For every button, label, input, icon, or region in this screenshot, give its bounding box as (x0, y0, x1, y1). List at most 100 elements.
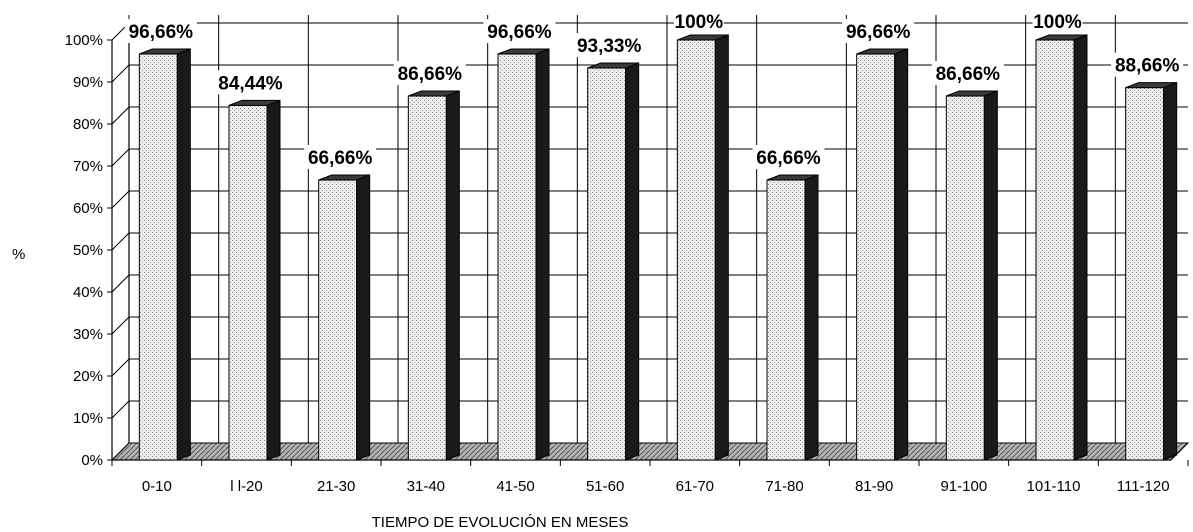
bar (318, 174, 371, 461)
y-tick-label: 100% (65, 32, 103, 49)
x-tick-label: 0-10 (142, 478, 172, 495)
bar-front (945, 95, 985, 461)
bar-top (677, 34, 729, 41)
data-label-background (752, 145, 825, 170)
data-label: 100% (1033, 12, 1082, 33)
y-tick-label: 50% (73, 242, 103, 259)
y-tick-label: 10% (73, 410, 103, 427)
x-tick-label: 61-70 (676, 478, 714, 495)
data-label: 88,66% (1115, 56, 1180, 77)
x-axis-categories: 0-10 l l-20 21-30 31-40 41-50 51-60 61-70 71-80… (142, 478, 1170, 495)
bar (228, 99, 281, 461)
data-label-background (393, 61, 466, 86)
data-label-background (842, 19, 915, 44)
bar-top (766, 174, 819, 181)
data-label: 93,33% (577, 36, 642, 57)
bar-front (497, 53, 537, 461)
y-tick-label: 0% (81, 452, 103, 469)
bar (587, 62, 640, 461)
bar-top (1035, 34, 1088, 41)
data-label-group: 86,66% (931, 61, 1004, 86)
data-label-background (214, 70, 287, 95)
data-label-group: 100% (1032, 9, 1083, 33)
bar-top (228, 99, 281, 106)
gridline (107, 22, 1188, 41)
y-tick-label: 20% (73, 368, 103, 385)
x-tick-label: 111-120 (1117, 478, 1170, 495)
bar-side (535, 48, 550, 461)
data-label-group: 66,66% (304, 145, 377, 170)
y-tick-label: 30% (73, 326, 103, 343)
bar (1125, 81, 1178, 461)
y-tick-label: 70% (73, 158, 103, 175)
bar (676, 34, 729, 461)
data-label-background (673, 9, 724, 33)
bar-side (356, 174, 371, 461)
y-tick-label: 60% (73, 200, 103, 217)
x-tick-label: 41-50 (496, 478, 534, 495)
bar-front (587, 67, 627, 461)
bar-front (318, 179, 358, 461)
bar (856, 48, 909, 461)
data-label: 96,66% (487, 22, 552, 43)
bar-front (676, 39, 716, 461)
y-axis-ticks: 0% 10% 20% 30% 40% 50% 60% 70% 80% 90% 100% (65, 32, 103, 469)
bar-top (408, 90, 460, 97)
bar-top (497, 48, 550, 55)
data-label: 66,66% (308, 148, 373, 169)
x-tick-label: 81-90 (855, 478, 893, 495)
x-tick-label: l l-20 (230, 478, 263, 495)
data-label-group: 66,66% (752, 145, 825, 170)
gridline (107, 148, 1188, 167)
bars (138, 34, 1178, 461)
data-label-background (931, 61, 1004, 86)
bar-front (138, 53, 178, 461)
bar-side (266, 99, 281, 461)
bar-top (1125, 82, 1177, 89)
bar-front (407, 95, 447, 461)
bar-top (587, 62, 639, 69)
y-tick-label: 40% (73, 284, 103, 301)
bar-side (804, 174, 819, 461)
bar (138, 48, 191, 461)
data-label: 96,66% (129, 22, 194, 43)
data-label-background (1111, 52, 1184, 77)
gridline (107, 274, 1188, 293)
gridline (107, 64, 1188, 83)
bar-top (856, 48, 908, 55)
data-label-group: 96,66% (842, 19, 915, 44)
gridline (107, 316, 1188, 335)
data-label-group: 88,66% (1111, 52, 1184, 77)
bar (497, 48, 550, 461)
data-label: 86,66% (398, 64, 463, 85)
gridline (107, 232, 1188, 251)
bar-front (766, 179, 806, 461)
bar-side (445, 90, 460, 461)
y-tick-label: 80% (73, 116, 103, 133)
bar-side (625, 62, 640, 461)
x-tick-label: 101-110 (1027, 478, 1081, 495)
gridline (107, 400, 1188, 419)
data-label-group: 84,44% (214, 70, 287, 95)
x-tick-label: 71-80 (765, 478, 803, 495)
data-label-background (573, 33, 646, 58)
bar-side (176, 48, 191, 461)
bar-front (1035, 39, 1075, 461)
bar-top (318, 174, 370, 181)
data-label: 66,66% (756, 148, 821, 169)
bar (945, 90, 998, 461)
chart-floor (110, 442, 1190, 461)
bar-top (946, 90, 998, 97)
gridlines (107, 15, 1189, 466)
data-label: 100% (675, 12, 724, 33)
bar-side (894, 48, 909, 461)
data-label-background (1032, 9, 1083, 33)
gridline (107, 358, 1188, 377)
bar-front (1125, 87, 1165, 461)
bar (407, 90, 460, 461)
data-label-group: 96,66% (124, 19, 197, 44)
data-label-group: 86,66% (393, 61, 466, 86)
data-label: 96,66% (846, 22, 911, 43)
bar-side (1163, 81, 1178, 461)
